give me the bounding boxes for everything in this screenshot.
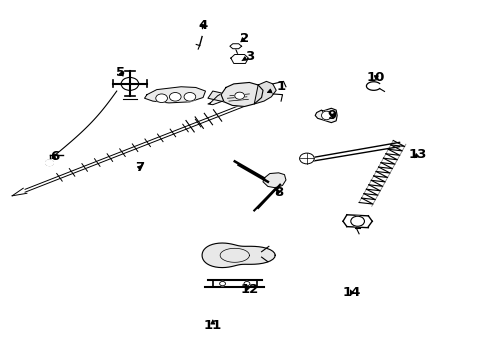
- Text: 11: 11: [203, 319, 222, 332]
- Text: 8: 8: [273, 186, 283, 199]
- Text: 2: 2: [240, 32, 248, 45]
- Circle shape: [121, 77, 139, 90]
- Circle shape: [234, 92, 244, 99]
- Polygon shape: [221, 82, 263, 107]
- Polygon shape: [202, 243, 275, 267]
- Text: 12: 12: [240, 283, 258, 296]
- Text: 13: 13: [407, 148, 426, 161]
- Polygon shape: [229, 44, 241, 49]
- Polygon shape: [144, 87, 205, 103]
- Text: 5: 5: [115, 66, 124, 79]
- Circle shape: [45, 160, 53, 166]
- Polygon shape: [207, 91, 228, 102]
- Circle shape: [219, 282, 225, 286]
- Ellipse shape: [321, 111, 330, 120]
- Circle shape: [299, 153, 314, 164]
- Polygon shape: [254, 81, 276, 104]
- Circle shape: [156, 94, 167, 103]
- Text: 1: 1: [267, 80, 285, 93]
- Circle shape: [350, 216, 364, 226]
- Circle shape: [183, 93, 195, 101]
- Text: 6: 6: [50, 150, 59, 163]
- Text: 9: 9: [327, 109, 336, 122]
- Text: 4: 4: [198, 19, 207, 32]
- Text: 7: 7: [135, 161, 144, 174]
- Circle shape: [169, 93, 181, 101]
- Text: 10: 10: [366, 71, 385, 84]
- Circle shape: [244, 282, 249, 286]
- Polygon shape: [263, 173, 285, 188]
- Text: 14: 14: [342, 287, 360, 300]
- Text: 3: 3: [242, 50, 253, 63]
- Polygon shape: [230, 54, 248, 63]
- Polygon shape: [207, 87, 243, 105]
- Polygon shape: [315, 108, 336, 123]
